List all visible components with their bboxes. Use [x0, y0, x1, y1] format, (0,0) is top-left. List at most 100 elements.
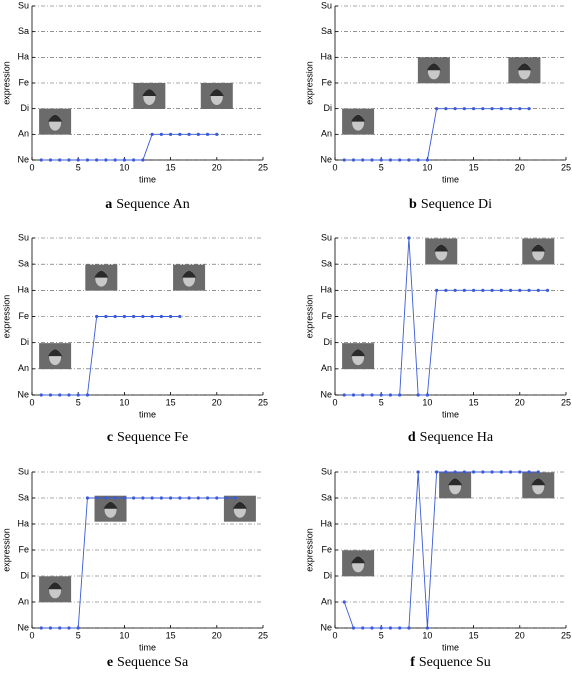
- caption-title: Sequence Su: [419, 655, 491, 670]
- y-tick-label: Ne: [17, 154, 29, 164]
- data-point: [444, 288, 448, 292]
- x-tick-label: 20: [515, 397, 525, 407]
- x-tick-label: 25: [258, 162, 268, 172]
- face-photo: [39, 576, 72, 603]
- data-point: [159, 314, 163, 319]
- data-point: [67, 626, 71, 630]
- caption-label: e: [107, 655, 113, 670]
- data-point: [169, 132, 173, 136]
- data-point: [499, 107, 503, 111]
- y-tick-label: Ne: [17, 389, 29, 399]
- x-tick-label: 15: [166, 162, 176, 172]
- y-axis-label: expression: [304, 528, 314, 572]
- data-point: [425, 158, 429, 162]
- face-photo: [342, 108, 375, 135]
- data-point: [215, 496, 219, 500]
- data-point: [76, 158, 80, 162]
- y-tick-label: Ne: [320, 154, 332, 164]
- data-point: [342, 158, 346, 162]
- x-tick-label: 0: [332, 397, 337, 407]
- data-point: [122, 314, 126, 319]
- photo-hair: [209, 88, 224, 96]
- data-point: [48, 158, 53, 162]
- data-point: [141, 158, 145, 162]
- x-axis-label: time: [442, 409, 459, 419]
- data-point: [361, 393, 365, 397]
- photo-hair: [517, 63, 532, 71]
- y-tick-label: Su: [321, 232, 332, 242]
- caption: f Sequence Su: [410, 655, 491, 670]
- data-point: [113, 158, 117, 162]
- y-axis-label: expression: [304, 61, 314, 105]
- data-point: [159, 132, 163, 136]
- data-point: [113, 314, 117, 319]
- y-tick-label: Su: [18, 466, 29, 476]
- face-photo: [223, 495, 256, 522]
- data-point: [481, 107, 485, 111]
- x-tick-label: 10: [119, 397, 129, 407]
- x-axis-label: time: [442, 642, 459, 652]
- y-tick-label: Di: [324, 337, 333, 347]
- data-point: [481, 288, 485, 292]
- y-tick-label: Di: [21, 103, 30, 113]
- data-point: [490, 470, 494, 474]
- subplot: Ne An Di Fe Ha Sa Su 0 5 10 15 20 25 time expression a S…: [1, 0, 268, 212]
- data-point: [85, 393, 90, 397]
- face-photo: [425, 238, 458, 265]
- y-tick-label: An: [18, 596, 29, 606]
- data-point: [416, 470, 420, 474]
- data-point: [370, 393, 374, 397]
- photo-hair: [351, 349, 366, 357]
- x-tick-label: 5: [379, 397, 384, 407]
- y-axis-label: expression: [1, 528, 11, 572]
- y-tick-label: Sa: [321, 259, 332, 269]
- y-tick-label: An: [321, 363, 332, 373]
- y-tick-label: Ha: [17, 518, 29, 528]
- y-axis-label: expression: [1, 295, 11, 339]
- data-point: [370, 626, 374, 630]
- data-point: [453, 288, 457, 292]
- photo-hair: [531, 244, 546, 252]
- data-point: [472, 470, 476, 474]
- y-tick-label: Fe: [18, 311, 29, 321]
- y-tick-label: Su: [321, 0, 332, 10]
- photo-hair: [48, 349, 63, 357]
- face-photo: [200, 82, 233, 109]
- face-photo: [342, 550, 375, 577]
- data-point: [104, 496, 108, 500]
- data-point: [351, 626, 356, 630]
- data-point: [150, 496, 154, 500]
- series-line: [343, 471, 539, 629]
- data-point: [196, 132, 200, 136]
- data-point: [39, 393, 43, 397]
- data-point: [205, 132, 210, 136]
- x-tick-label: 0: [332, 162, 337, 172]
- series-line: [41, 497, 236, 629]
- data-point: [527, 107, 531, 111]
- y-tick-label: Ne: [17, 622, 29, 632]
- data-point: [462, 107, 466, 111]
- data-point: [39, 158, 43, 162]
- x-tick-label: 20: [515, 630, 525, 640]
- photo-hair: [182, 270, 197, 278]
- caption-label: f: [410, 655, 415, 670]
- caption: c Sequence Fe: [107, 430, 188, 445]
- data-point: [416, 393, 420, 397]
- x-tick-label: 25: [561, 397, 571, 407]
- data-point: [444, 107, 448, 111]
- data-point: [342, 393, 346, 397]
- y-tick-label: Su: [18, 232, 29, 242]
- data-point: [435, 288, 439, 292]
- x-tick-label: 5: [76, 397, 81, 407]
- data-point: [178, 314, 182, 319]
- data-point: [95, 314, 99, 319]
- data-point: [58, 393, 62, 397]
- data-point: [169, 314, 173, 319]
- caption: e Sequence Sa: [107, 655, 189, 670]
- subplot: Ne An Di Fe Ha Sa Su 0 5 10 15 20 25 time expression e S…: [1, 466, 268, 670]
- data-point: [407, 236, 411, 240]
- face-photo: [85, 264, 118, 291]
- y-axis-label: expression: [1, 61, 11, 105]
- data-point: [388, 626, 393, 630]
- x-tick-label: 0: [29, 162, 34, 172]
